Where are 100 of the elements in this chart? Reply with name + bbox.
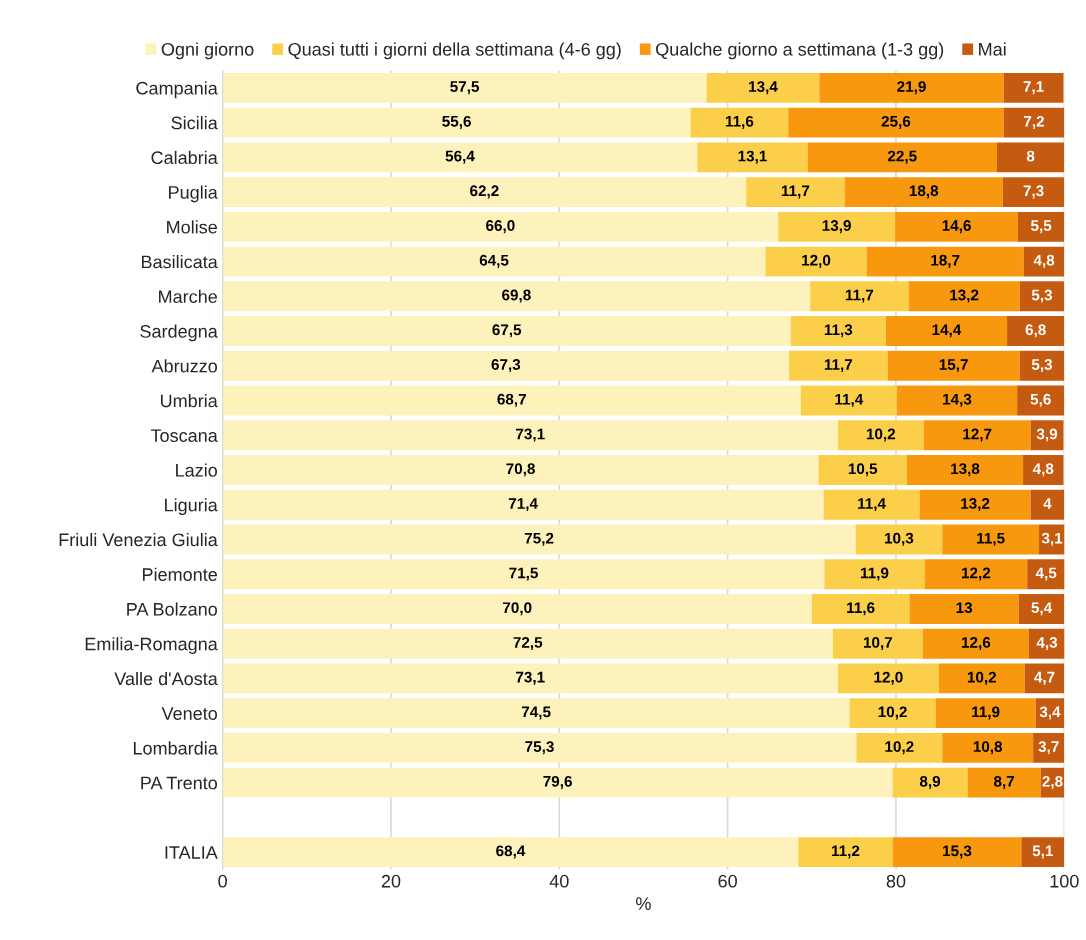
bar — [824, 559, 925, 590]
bar — [222, 524, 856, 555]
data-label: 79,6 — [543, 775, 572, 789]
bar — [924, 559, 1028, 590]
bar — [837, 663, 939, 694]
bar — [1003, 72, 1064, 103]
bar — [1027, 559, 1065, 590]
bar — [222, 350, 790, 381]
data-label: 5,5 — [1030, 220, 1052, 234]
data-label: 12,2 — [962, 567, 991, 581]
bar — [222, 663, 838, 694]
x-axis-title: % — [636, 897, 651, 910]
data-label: 75,2 — [524, 532, 554, 546]
data-label: 8,7 — [993, 775, 1015, 789]
data-label: 10,2 — [967, 671, 997, 685]
bar — [908, 281, 1020, 312]
bar — [798, 837, 893, 868]
bar — [1007, 316, 1065, 346]
data-label: 64,5 — [479, 254, 509, 268]
data-label: 68,4 — [496, 845, 526, 859]
data-label: 13,4 — [749, 81, 778, 95]
y-tick-label: Basilicata — [141, 255, 218, 269]
data-label: 21,9 — [897, 81, 926, 95]
bar — [222, 211, 779, 242]
bar — [811, 594, 910, 624]
y-tick-label: PA Trento — [141, 776, 218, 790]
bar — [832, 628, 923, 659]
bar — [1019, 281, 1065, 312]
data-label: 57,5 — [450, 81, 480, 95]
bar — [906, 455, 1024, 485]
data-label: 8 — [1026, 150, 1035, 162]
bar — [942, 732, 1034, 763]
y-tick-label: Campania — [136, 81, 218, 99]
data-label: 10,2 — [878, 706, 907, 720]
data-label: 74,5 — [521, 706, 551, 720]
bar — [1017, 385, 1065, 416]
data-label: 12,0 — [802, 254, 831, 268]
data-label: 4,5 — [1035, 567, 1057, 581]
data-label: 5,4 — [1031, 602, 1053, 616]
data-label: 68,7 — [497, 393, 526, 407]
data-label: 13,1 — [738, 150, 767, 164]
data-label: 10,3 — [884, 532, 914, 546]
bar — [849, 698, 936, 729]
data-label: 12,7 — [963, 428, 992, 442]
bar — [855, 524, 943, 555]
data-label: 13,2 — [961, 498, 990, 512]
x-tick-label: 80 — [886, 874, 906, 888]
data-label: 70,8 — [506, 463, 535, 477]
bar — [967, 767, 1041, 798]
data-label: 56,4 — [445, 150, 475, 164]
bar — [807, 142, 997, 173]
data-label: 5,1 — [1032, 845, 1054, 859]
data-label: 3,4 — [1039, 706, 1061, 720]
y-tick-label: Toscana — [150, 429, 218, 442]
bar — [222, 316, 791, 346]
x-tick-label: 60 — [718, 874, 737, 888]
data-label: 7,2 — [1024, 115, 1044, 129]
data-label: 22,5 — [887, 150, 917, 164]
bar — [222, 698, 850, 729]
data-label: 71,4 — [508, 498, 538, 512]
bar — [222, 628, 833, 659]
bar — [1003, 107, 1065, 138]
data-label: 4,8 — [1033, 254, 1055, 268]
bar — [844, 177, 1003, 208]
data-label: 62,2 — [470, 185, 499, 199]
data-label: 11,6 — [725, 115, 754, 129]
data-label: 25,6 — [881, 115, 911, 129]
bar — [819, 72, 1004, 103]
y-tick-label: Lombardia — [133, 741, 218, 755]
bar — [778, 211, 896, 242]
bar — [866, 246, 1024, 277]
data-label: 5,3 — [1031, 289, 1053, 303]
bar — [810, 281, 909, 312]
data-label: 70,0 — [503, 602, 532, 616]
bar — [1023, 455, 1064, 485]
bar — [222, 142, 698, 173]
data-label: 13,2 — [950, 289, 979, 303]
y-tick-label: Umbria — [160, 393, 218, 408]
data-label: 10,2 — [885, 741, 914, 755]
y-tick-label: Abruzzo — [151, 359, 218, 373]
bar — [790, 316, 886, 346]
bar — [697, 142, 808, 173]
data-label: 11,9 — [972, 706, 1000, 720]
y-tick-label: Puglia — [169, 185, 218, 203]
data-label: 67,3 — [491, 359, 521, 373]
bar — [222, 385, 801, 416]
bar — [1024, 663, 1065, 694]
bar — [222, 246, 766, 277]
data-label: 73,1 — [516, 671, 545, 685]
data-label: 15,3 — [943, 845, 972, 859]
bar — [919, 489, 1031, 520]
data-label: 4 — [1043, 498, 1052, 509]
bar — [996, 142, 1065, 173]
bar — [788, 107, 1004, 138]
bar — [837, 420, 924, 451]
data-label: 11,3 — [824, 324, 853, 338]
bar — [892, 837, 1022, 868]
bar — [800, 385, 897, 416]
bar — [1033, 732, 1065, 763]
bar — [222, 420, 838, 451]
